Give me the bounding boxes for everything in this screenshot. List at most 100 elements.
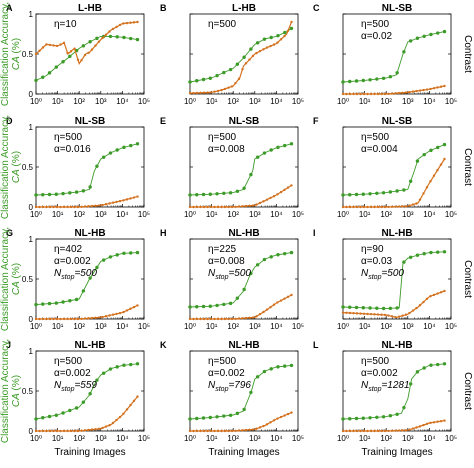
data-point	[227, 205, 230, 209]
data-point	[425, 88, 429, 91]
data-point	[361, 192, 365, 196]
data-point	[289, 250, 294, 255]
x-tick-label: 10⁰	[30, 322, 42, 331]
series-accuracy	[341, 142, 447, 197]
data-point	[394, 315, 397, 319]
data-point	[401, 314, 404, 317]
data-point	[41, 193, 45, 197]
data-point	[61, 300, 65, 304]
x-tick-label: 10⁴	[116, 434, 129, 443]
x-tick-label: 10⁴	[116, 97, 129, 106]
data-point	[62, 205, 66, 209]
data-point	[422, 423, 425, 427]
data-point	[244, 316, 248, 320]
data-point	[41, 302, 45, 306]
data-point	[54, 413, 58, 417]
data-point	[341, 205, 345, 209]
data-point	[108, 202, 111, 205]
data-point	[220, 429, 223, 433]
x-tick-label: 10¹	[206, 322, 218, 331]
data-point	[115, 312, 118, 316]
data-point	[129, 251, 133, 255]
data-point	[380, 429, 383, 433]
data-point	[375, 77, 379, 81]
data-point	[122, 199, 125, 202]
data-point	[230, 429, 234, 433]
x-tick-label: 10⁰	[337, 434, 349, 443]
data-point	[129, 307, 132, 310]
data-point	[135, 37, 140, 42]
data-point	[81, 189, 86, 193]
series-line	[190, 294, 292, 320]
data-point	[387, 92, 390, 96]
data-point	[199, 91, 202, 95]
data-point	[249, 47, 253, 51]
x-tick-label: 10²	[227, 434, 239, 443]
data-point	[241, 67, 244, 71]
data-point	[47, 71, 52, 75]
data-point	[111, 27, 115, 31]
data-point	[395, 412, 399, 416]
x-tick-label: 10²	[227, 210, 239, 219]
panel-H: NL-HB H 10⁰ 10¹ 10² 10³ 10⁴ 10⁵ η=225α=0.008Nsto…	[160, 228, 304, 331]
series-accuracy	[188, 363, 294, 421]
data-point	[135, 142, 140, 146]
data-point	[234, 317, 237, 321]
data-point	[129, 21, 132, 24]
data-point	[383, 313, 387, 317]
data-point	[201, 192, 206, 197]
data-point	[388, 414, 393, 418]
x-tick-label: 10⁴	[423, 97, 436, 106]
data-point	[411, 427, 415, 430]
data-point	[222, 414, 226, 418]
data-point	[74, 297, 79, 302]
data-point	[66, 429, 69, 433]
data-point	[269, 255, 273, 259]
data-point	[73, 47, 76, 50]
x-tick-label: 10⁴	[423, 210, 436, 219]
data-point	[443, 419, 446, 422]
x-tick-label: 10²	[73, 322, 85, 331]
y-tick-label: 1	[29, 347, 34, 356]
left-axis-label: Classification Accuracy,CA (%)	[0, 115, 22, 219]
data-point	[129, 362, 133, 367]
param-annotation: η=402	[54, 244, 83, 255]
data-point	[87, 317, 90, 320]
data-point	[95, 36, 99, 41]
series-line	[342, 31, 445, 83]
data-point	[215, 73, 219, 78]
data-point	[408, 428, 411, 431]
data-point	[341, 92, 345, 96]
data-point	[47, 301, 52, 306]
x-tick-label: 10⁰	[184, 210, 196, 219]
data-point	[279, 299, 283, 302]
data-point	[395, 189, 399, 193]
data-point	[429, 87, 432, 91]
data-point	[108, 34, 113, 39]
data-point	[69, 50, 73, 53]
data-point	[402, 260, 406, 264]
panel-J: NL-HB J 10⁰ 10¹ 10² 10³ 10⁴ 10⁵ 0 0.5 1 η=500α=0.00…	[0, 339, 150, 458]
data-point	[34, 52, 38, 56]
data-point	[45, 205, 48, 209]
data-point	[125, 198, 129, 201]
data-point	[381, 191, 386, 195]
data-point	[286, 412, 290, 416]
data-point	[129, 403, 132, 407]
data-point	[269, 148, 273, 152]
param-annotation: α=0.002	[361, 368, 398, 379]
data-point	[408, 382, 413, 386]
data-point	[83, 317, 87, 320]
data-point	[220, 317, 223, 321]
data-point	[227, 429, 230, 433]
data-point	[422, 34, 426, 38]
data-point	[104, 315, 108, 318]
data-point	[199, 317, 202, 321]
data-point	[234, 429, 237, 433]
data-point	[81, 44, 86, 48]
data-point	[122, 310, 125, 314]
data-point	[83, 53, 87, 57]
param-annotation: η=10	[54, 19, 77, 30]
data-point	[73, 205, 76, 209]
data-point	[255, 41, 260, 45]
